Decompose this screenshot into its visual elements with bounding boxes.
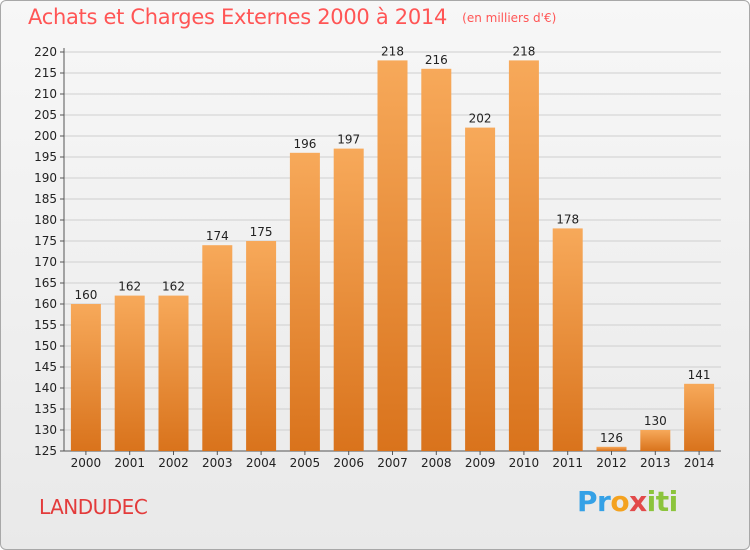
x-tick-label: 2006 (333, 456, 364, 470)
y-tick-label: 190 (34, 171, 57, 185)
data-label: 162 (118, 280, 141, 294)
data-label: 160 (74, 288, 97, 302)
bar (289, 152, 320, 452)
y-tick-label: 150 (34, 339, 57, 353)
data-label: 174 (206, 229, 229, 243)
y-tick-label: 215 (34, 66, 57, 80)
bar (158, 295, 189, 451)
axes: 125 130 135 140 145 150 155 160 165 170 175 180 185 1… (34, 45, 721, 470)
y-tick-label: 165 (34, 276, 57, 290)
bar (246, 241, 277, 451)
data-label: 196 (293, 137, 316, 151)
y-tick-label: 140 (34, 381, 57, 395)
data-label: 178 (556, 212, 579, 226)
proxiti-logo: Proxiti (577, 485, 678, 518)
data-label: 126 (600, 431, 623, 445)
y-tick-label: 135 (34, 402, 57, 416)
bar (421, 68, 452, 452)
y-tick-label: 195 (34, 150, 57, 164)
y-tick-label: 160 (34, 297, 57, 311)
data-label: 162 (162, 280, 185, 294)
y-tick-label: 200 (34, 129, 57, 143)
bar (508, 60, 539, 452)
x-tick-label: 2002 (158, 456, 189, 470)
chart-title: Achats et Charges Externes 2000 à 2014 (28, 5, 448, 29)
x-tick-label: 2007 (377, 456, 408, 470)
bar (640, 430, 671, 451)
data-label: 218 (381, 44, 404, 58)
y-tick-label: 210 (34, 87, 57, 101)
bar (596, 446, 627, 451)
chart-title-row: Achats et Charges Externes 2000 à 2014 (… (28, 5, 556, 29)
data-label: 141 (688, 368, 711, 382)
x-tick-label: 2013 (640, 456, 671, 470)
data-label: 130 (644, 414, 667, 428)
bar (377, 60, 408, 452)
x-tick-label: 2003 (202, 456, 233, 470)
x-tick-label: 2000 (71, 456, 102, 470)
data-label: 175 (250, 225, 273, 239)
y-tick-label: 205 (34, 108, 57, 122)
logo-part-2: o (610, 485, 630, 518)
y-tick-label: 125 (34, 444, 57, 458)
x-tick-label: 2012 (596, 456, 627, 470)
x-tick-label: 2014 (684, 456, 715, 470)
data-label: 202 (469, 112, 492, 126)
y-tick-label: 155 (34, 318, 57, 332)
data-label: 197 (337, 133, 360, 147)
bars (70, 60, 715, 452)
bar (465, 127, 496, 451)
bar (684, 383, 715, 451)
x-tick-label: 2010 (509, 456, 540, 470)
x-tick-label: 2001 (114, 456, 145, 470)
y-tick-label: 185 (34, 192, 57, 206)
logo-part-1: Pr (577, 485, 611, 518)
bar (202, 245, 233, 451)
y-tick-label: 170 (34, 255, 57, 269)
data-labels: 160 162 162 174 175 196 197 218 216 202 218 178 126 1… (74, 44, 710, 444)
y-tick-label: 220 (34, 45, 57, 59)
y-tick-label: 145 (34, 360, 57, 374)
bar (114, 295, 145, 451)
logo-part-3: x (629, 485, 647, 518)
bar (70, 304, 101, 451)
commune-name: LANDUDEC (39, 495, 148, 519)
logo-part-4: iti (646, 485, 679, 518)
y-tick-label: 175 (34, 234, 57, 248)
y-tick-label: 130 (34, 423, 57, 437)
x-tick-label: 2009 (465, 456, 496, 470)
x-tick-label: 2011 (552, 456, 583, 470)
x-tick-label: 2005 (290, 456, 321, 470)
y-tick-label: 180 (34, 213, 57, 227)
data-label: 216 (425, 53, 448, 67)
bar (333, 148, 364, 451)
x-tick-label: 2008 (421, 456, 452, 470)
bar (552, 228, 583, 451)
data-label: 218 (512, 44, 535, 58)
x-tick-label: 2004 (246, 456, 277, 470)
chart-unit: (en milliers d'€) (462, 11, 557, 25)
